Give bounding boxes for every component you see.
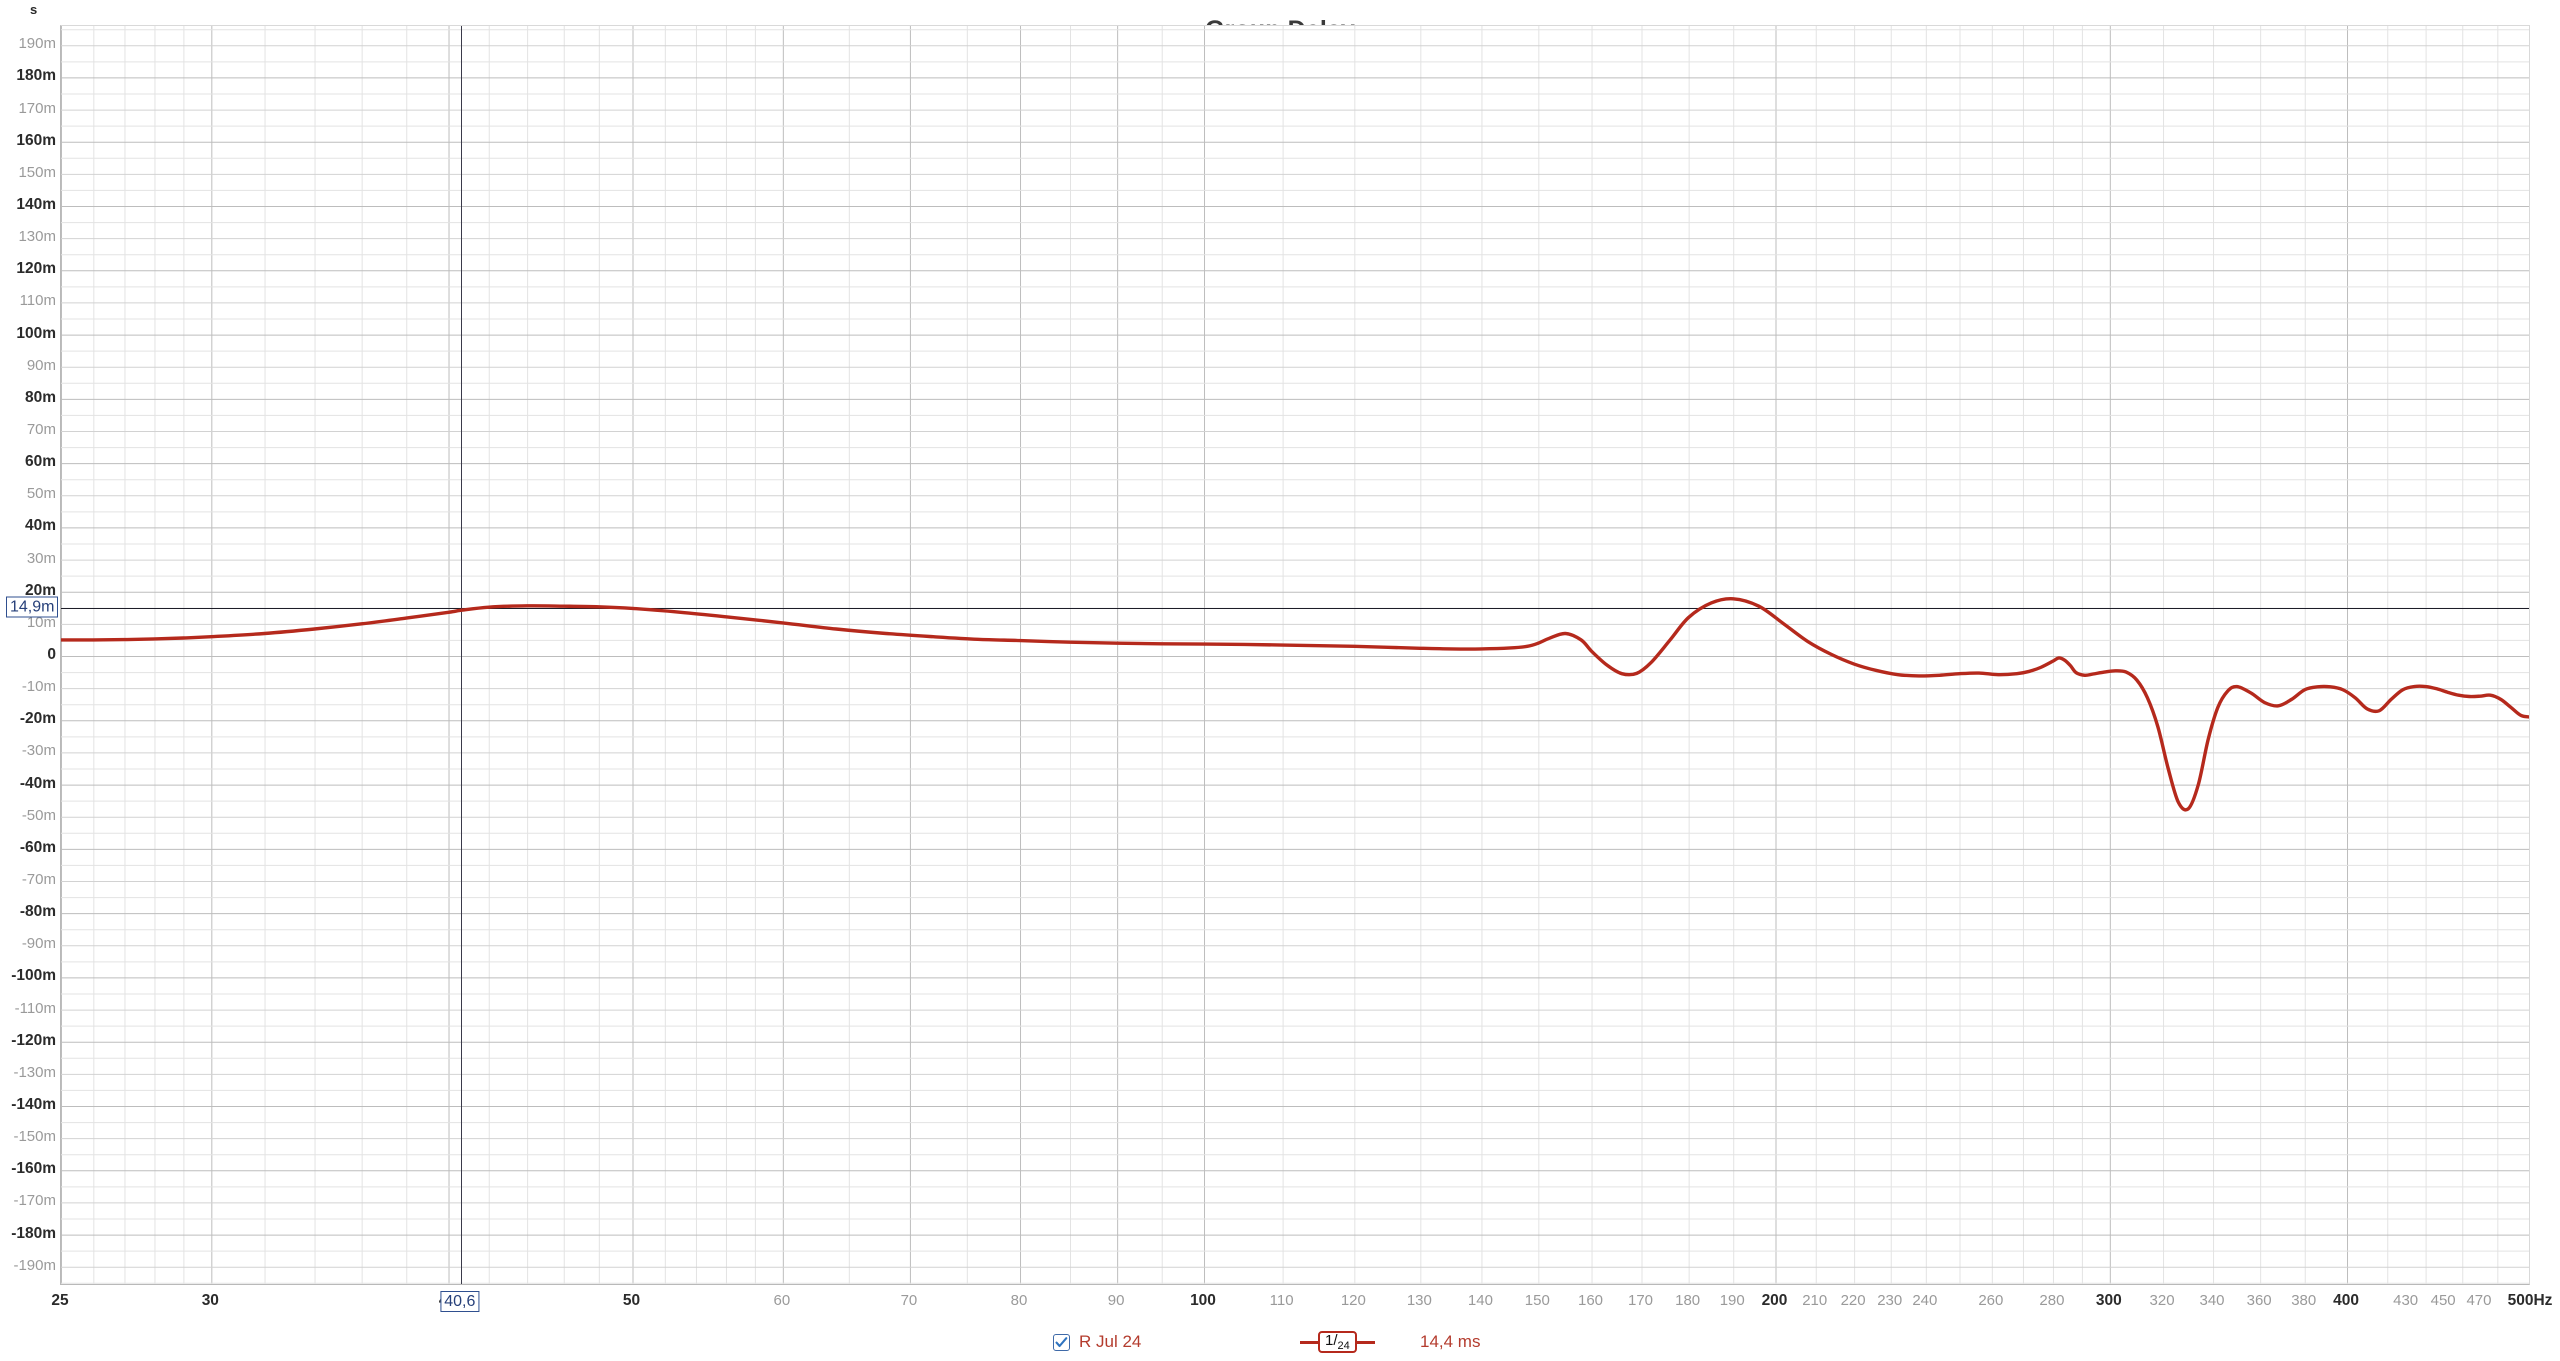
x-axis-tick: 240 [1912, 1292, 1938, 1309]
legend-item-trace[interactable]: R Jul 24 [1053, 1329, 1141, 1355]
y-axis-tick: 110m [19, 292, 56, 310]
y-axis-tick: -120m [11, 1031, 56, 1049]
legend-item-smoothing[interactable]: 1/24 [1300, 1329, 1375, 1355]
x-axis-tick: 190 [1719, 1292, 1745, 1309]
x-axis-tick: 30 [201, 1292, 219, 1309]
plot-area[interactable] [60, 25, 2530, 1285]
y-axis-tick: -80m [19, 903, 56, 921]
y-axis-tick: -170m [13, 1192, 56, 1210]
legend-delay-value: 14,4 ms [1420, 1332, 1481, 1351]
horizontal-cursor-line[interactable] [61, 608, 2529, 610]
y-axis-tick: -90m [21, 935, 56, 953]
x-axis-tick: 110 [1269, 1292, 1294, 1309]
y-axis-tick: -40m [19, 774, 56, 792]
y-axis-tick: 10m [26, 613, 56, 631]
vertical-cursor-line[interactable] [460, 26, 462, 1284]
y-axis-tick: -30m [21, 742, 56, 760]
x-axis-tick: 150 [1524, 1292, 1550, 1309]
x-axis-tick: 320 [2149, 1292, 2175, 1309]
y-axis-unit: s [30, 2, 38, 17]
y-axis-tick: -20m [19, 710, 56, 728]
y-axis-tick: 60m [24, 453, 56, 471]
y-axis-tick: 30m [26, 549, 56, 567]
x-axis-tick: 360 [2246, 1292, 2272, 1309]
smoothing-line-right [1356, 1340, 1375, 1344]
x-axis-tick: 500Hz [2507, 1292, 2553, 1309]
y-axis-tick: 100m [16, 324, 56, 342]
legend-trace-label: R Jul 24 [1079, 1332, 1142, 1351]
legend-item-value: 14,4 ms [1420, 1329, 1480, 1355]
y-axis-tick: 170m [18, 99, 56, 117]
x-axis-tick: 25 [51, 1292, 69, 1309]
x-axis-tick: 50 [622, 1292, 641, 1309]
x-axis-tick: 130 [1406, 1292, 1432, 1309]
smoothing-fraction: 1/24 [1325, 1331, 1350, 1352]
x-axis-tick: 400 [2333, 1292, 2359, 1309]
y-axis-tick: -10m [21, 678, 56, 696]
x-axis-tick: 450 [2430, 1292, 2456, 1309]
y-axis-tick: 40m [24, 517, 56, 535]
cursor-delay-readout[interactable]: 14,9m [6, 596, 59, 618]
y-axis-tick: -70m [21, 871, 56, 888]
y-axis-tick: 70m [26, 421, 56, 438]
x-axis-tick: 220 [1840, 1292, 1866, 1309]
y-axis-tick: -60m [19, 838, 56, 856]
x-axis-tick: 470 [2466, 1292, 2492, 1309]
x-axis-tick: 230 [1877, 1292, 1903, 1309]
y-axis-tick: 20m [24, 581, 56, 599]
x-axis-tick: 140 [1467, 1292, 1493, 1309]
legend-bar: R Jul 24 1/24 14,4 ms [0, 1327, 2560, 1361]
y-axis-tick: 0 [47, 646, 56, 663]
x-axis-tick: 280 [2039, 1292, 2065, 1309]
x-axis-tick: 160 [1578, 1292, 1604, 1309]
y-axis-tick: 150m [18, 163, 56, 181]
y-axis-tick: 130m [18, 228, 56, 246]
cursor-frequency-readout[interactable]: 40,6 [440, 1291, 480, 1312]
smoothing-badge[interactable]: 1/24 [1300, 1331, 1375, 1353]
y-axis-tick: -160m [11, 1160, 56, 1178]
y-axis-tick: -130m [13, 1063, 56, 1081]
x-axis-tick: 430 [2393, 1292, 2419, 1309]
y-axis-tick: 160m [16, 131, 56, 149]
x-axis-tick: 100 [1190, 1292, 1216, 1309]
x-axis-tick: 60 [773, 1292, 791, 1309]
y-axis-tick: 180m [16, 67, 56, 85]
trace-visibility-checkbox[interactable] [1053, 1333, 1070, 1351]
y-axis-tick: -140m [11, 1096, 56, 1113]
x-axis-tick: 260 [1978, 1292, 2004, 1309]
x-axis-tick: 300 [2095, 1292, 2122, 1309]
y-axis-tick: 190m [18, 35, 56, 53]
x-axis-tick: 340 [2199, 1292, 2225, 1309]
y-axis-tick: 140m [16, 196, 56, 213]
y-axis-tick: 50m [26, 485, 56, 503]
grid-lines [61, 26, 2529, 1284]
y-axis-tick: -150m [13, 1128, 56, 1146]
x-axis-tick: 90 [1107, 1292, 1125, 1309]
y-axis-tick: -180m [11, 1224, 56, 1242]
y-axis-tick: -110m [14, 999, 56, 1017]
y-axis-tick: -100m [11, 967, 56, 985]
y-axis-tick: 90m [26, 356, 56, 374]
y-axis-tick: 80m [24, 388, 56, 406]
x-axis-tick: 170 [1627, 1292, 1654, 1309]
smoothing-value-box[interactable]: 1/24 [1318, 1331, 1357, 1353]
check-icon [1055, 1336, 1068, 1347]
y-axis-tick: 120m [16, 260, 56, 278]
x-axis-tick: 180 [1675, 1292, 1701, 1309]
smoothing-line-left [1300, 1340, 1318, 1344]
x-axis-tick: 380 [2291, 1292, 2317, 1309]
y-axis-tick: -190m [13, 1256, 56, 1274]
x-axis-tick: 70 [900, 1292, 918, 1309]
x-axis-tick: 80 [1010, 1292, 1028, 1309]
x-axis-tick: 120 [1340, 1292, 1366, 1309]
x-axis-tick: 210 [1802, 1292, 1828, 1309]
x-axis-tick: 200 [1761, 1292, 1788, 1309]
y-axis-tick: -50m [21, 806, 56, 824]
